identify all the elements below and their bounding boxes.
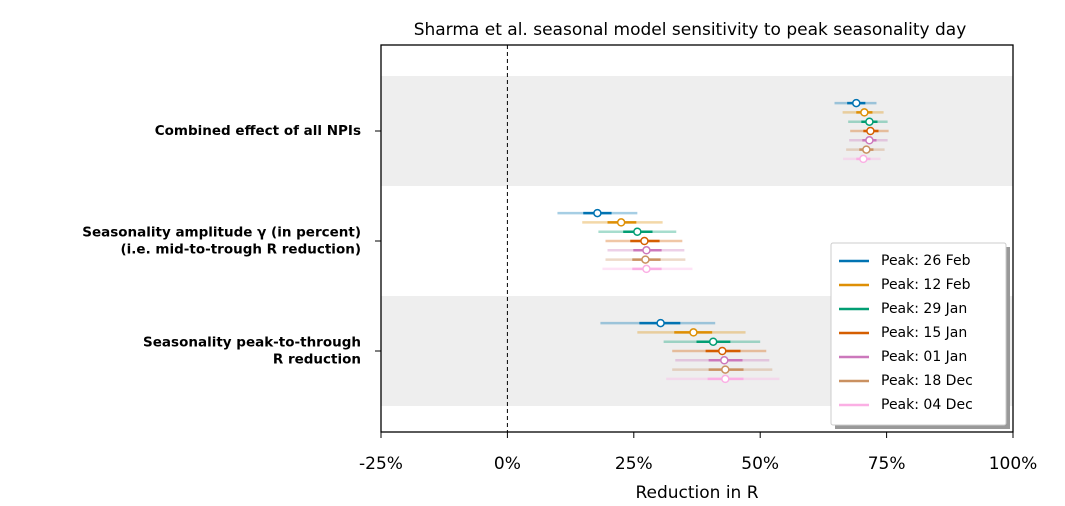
median-point bbox=[865, 117, 874, 126]
median-point bbox=[866, 126, 875, 136]
y-tick-label: Seasonality amplitude γ (in percent) bbox=[82, 225, 361, 241]
median-point bbox=[593, 208, 602, 218]
median-point bbox=[852, 98, 861, 108]
median-point bbox=[616, 218, 626, 227]
y-tick-label: (i.e. mid-to-trough R reduction) bbox=[121, 242, 362, 258]
y-tick-label: Combined effect of all NPIs bbox=[155, 123, 361, 139]
legend-label: Peak: 12 Feb bbox=[881, 277, 971, 293]
median-point bbox=[641, 255, 650, 264]
median-point bbox=[689, 328, 698, 337]
median-point bbox=[642, 246, 651, 255]
median-point bbox=[721, 365, 730, 374]
x-tick-label: 100% bbox=[989, 454, 1038, 474]
median-point bbox=[718, 346, 727, 356]
median-point bbox=[633, 227, 642, 236]
row-band bbox=[381, 76, 1013, 186]
legend-label: Peak: 15 Jan bbox=[881, 325, 967, 341]
x-tick-label: 0% bbox=[494, 454, 521, 474]
median-point bbox=[656, 318, 665, 328]
median-point bbox=[865, 136, 874, 145]
x-axis-label: Reduction in R bbox=[635, 483, 758, 503]
y-tick-label: Seasonality peak-to-through bbox=[143, 335, 361, 351]
median-point bbox=[720, 356, 729, 365]
median-point bbox=[721, 374, 730, 384]
legend-box bbox=[830, 242, 1007, 426]
legend-label: Peak: 26 Feb bbox=[881, 253, 971, 269]
plot-frame bbox=[380, 44, 1014, 433]
legend-label: Peak: 01 Jan bbox=[881, 349, 967, 365]
y-tick-label: R reduction bbox=[273, 352, 361, 368]
x-tick-label: 25% bbox=[615, 454, 653, 474]
legend-label: Peak: 18 Dec bbox=[881, 373, 973, 389]
legend-label: Peak: 04 Dec bbox=[881, 397, 973, 413]
x-tick-label: 50% bbox=[741, 454, 779, 474]
median-point bbox=[708, 337, 718, 346]
x-tick-label: 75% bbox=[868, 454, 906, 474]
median-point bbox=[860, 108, 869, 117]
chart-title: Sharma et al. seasonal model sensitivity… bbox=[414, 20, 967, 40]
median-point bbox=[859, 154, 868, 164]
median-point bbox=[640, 236, 649, 246]
legend-label: Peak: 29 Jan bbox=[881, 301, 967, 317]
x-tick-label: -25% bbox=[359, 454, 403, 474]
median-point bbox=[862, 145, 871, 154]
median-point bbox=[642, 264, 651, 274]
